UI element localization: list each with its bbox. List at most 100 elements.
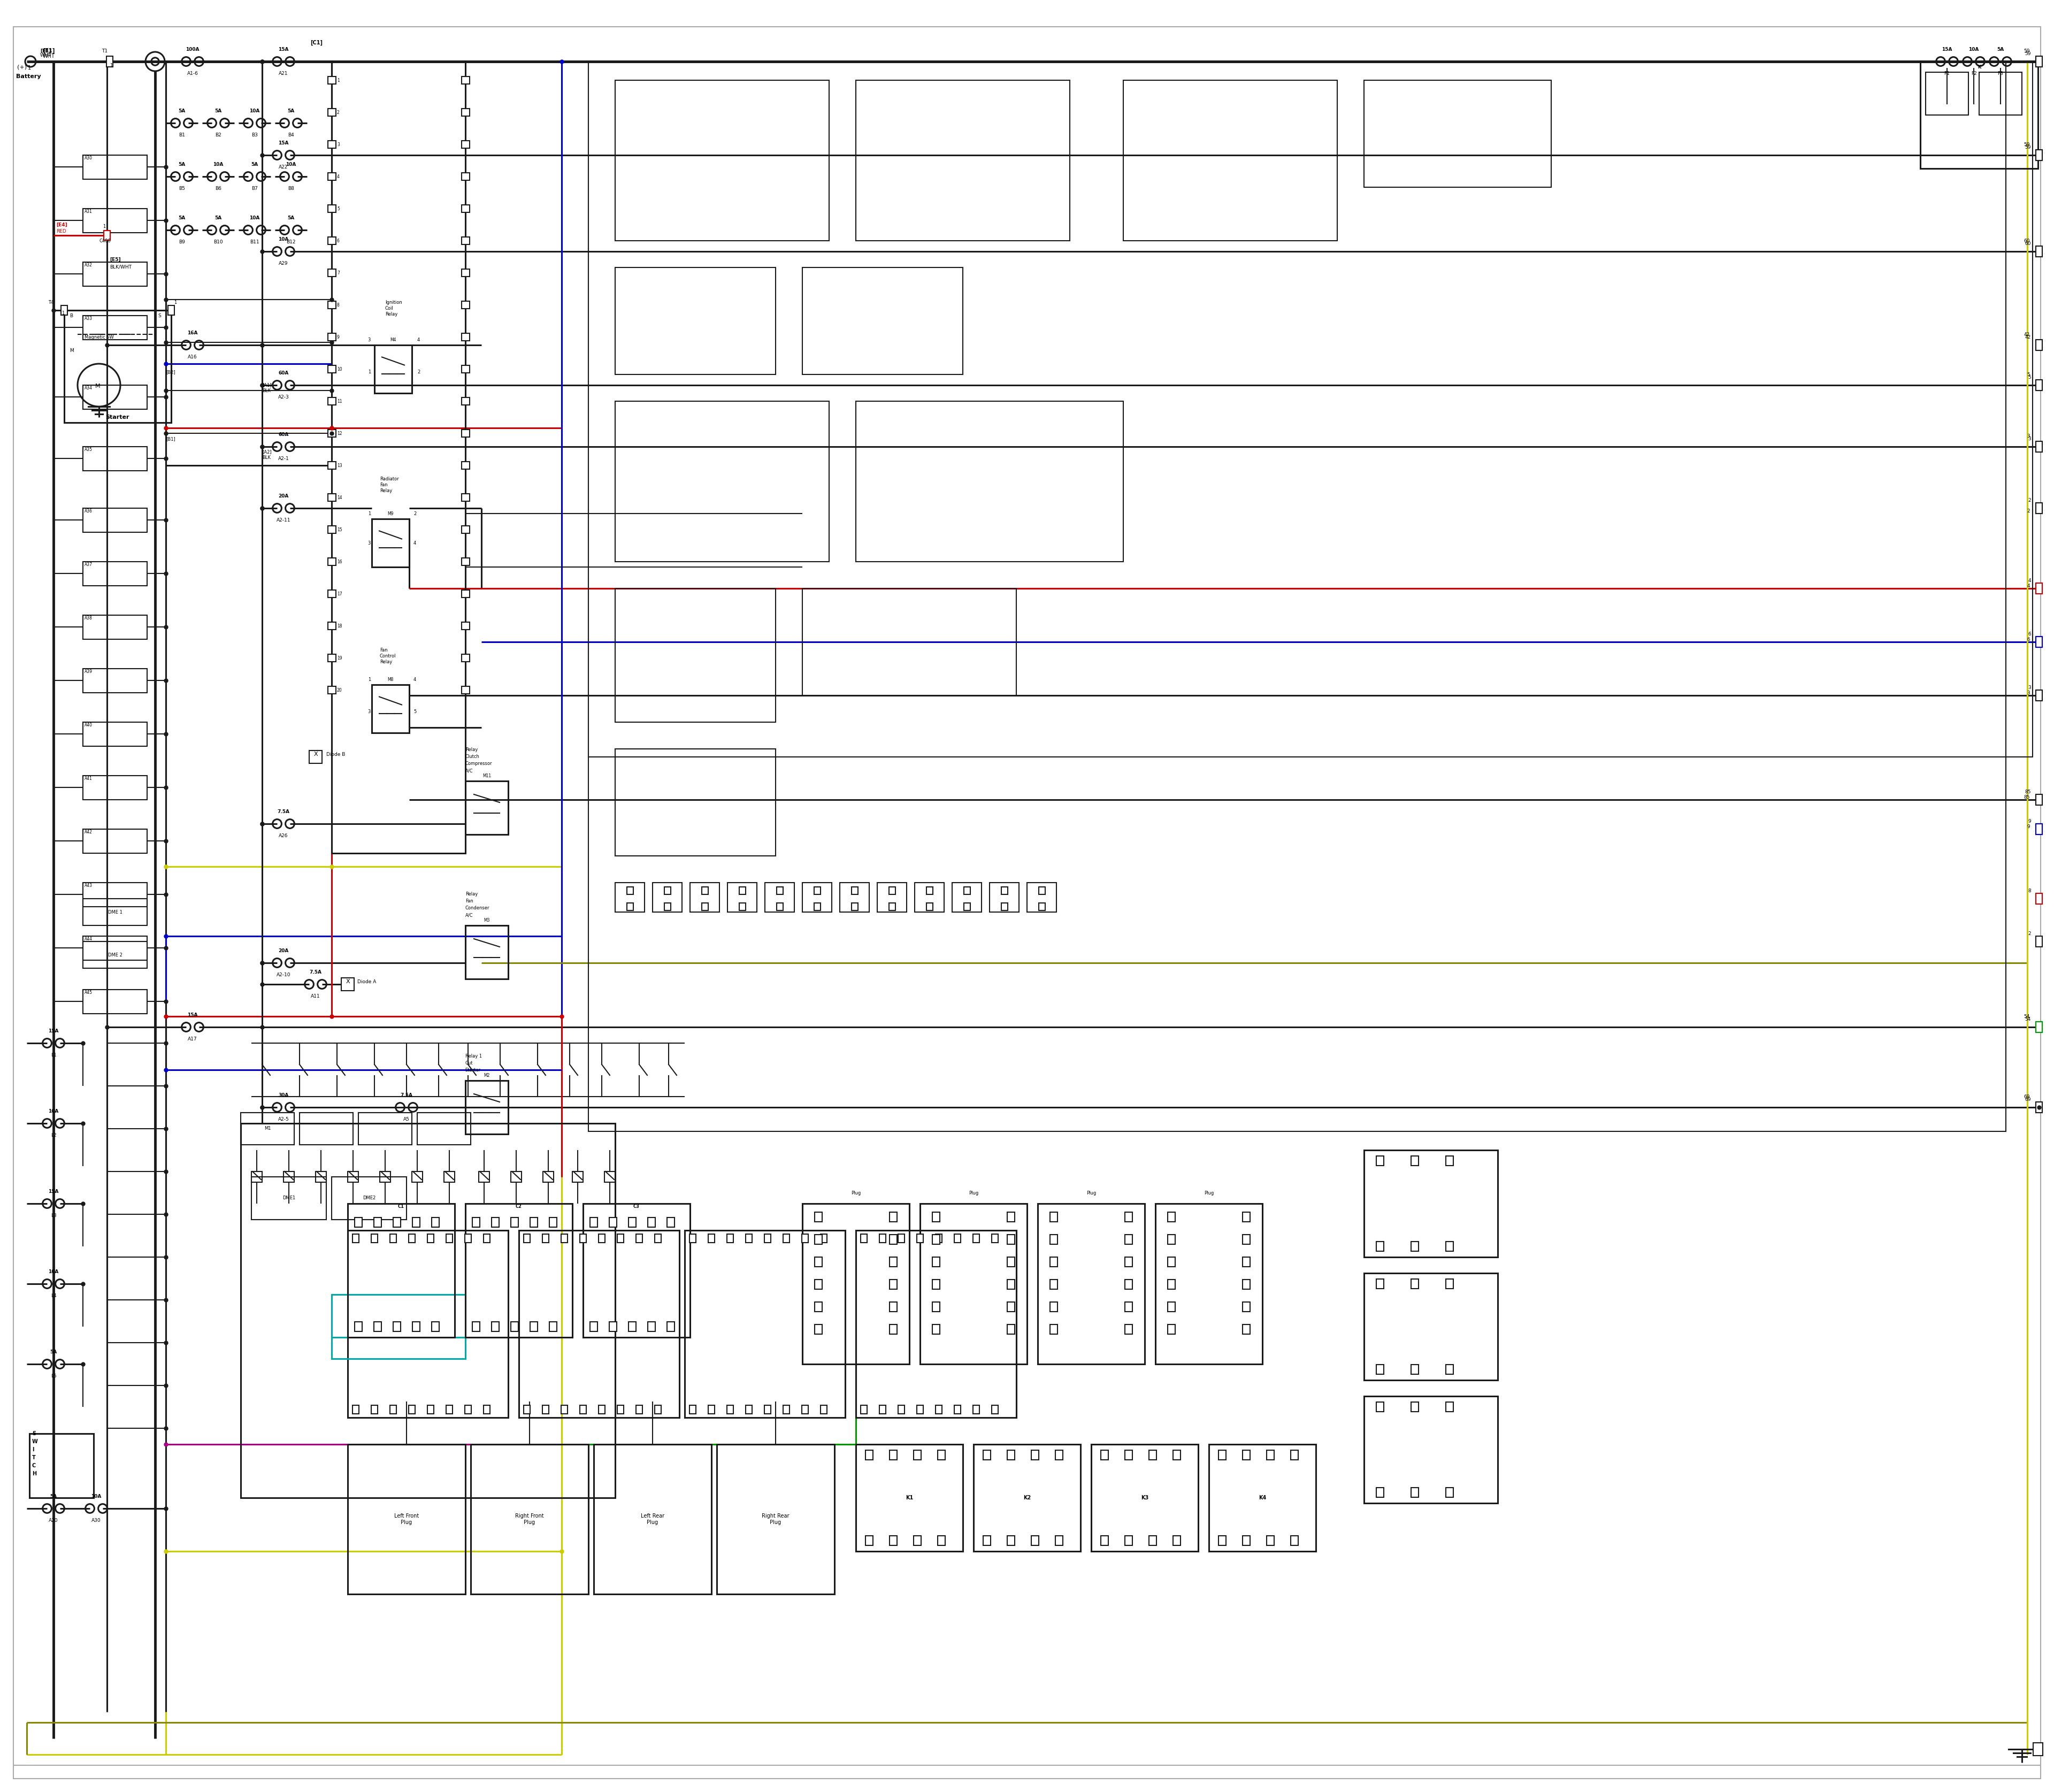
Bar xyxy=(409,1235,415,1242)
Text: 60A: 60A xyxy=(277,432,290,437)
Text: 10A: 10A xyxy=(249,109,259,113)
Bar xyxy=(926,903,933,910)
Bar xyxy=(801,1235,807,1242)
Bar xyxy=(933,1279,941,1288)
Bar xyxy=(984,1450,990,1460)
Bar xyxy=(663,887,670,894)
Text: A33: A33 xyxy=(84,315,92,321)
Bar xyxy=(390,1235,396,1242)
Bar xyxy=(1126,1450,1132,1460)
Bar xyxy=(329,622,335,629)
Text: 10A: 10A xyxy=(90,1495,101,1498)
Bar xyxy=(329,142,335,149)
Bar xyxy=(1920,61,2038,168)
Bar xyxy=(933,1324,941,1333)
Bar xyxy=(709,1405,715,1414)
Text: DME 2: DME 2 xyxy=(107,952,121,957)
Bar xyxy=(889,1450,898,1460)
Text: Coil: Coil xyxy=(386,306,394,310)
Bar xyxy=(82,156,148,179)
Bar xyxy=(2036,582,2042,593)
Text: 6: 6 xyxy=(2027,633,2031,636)
Text: B9: B9 xyxy=(179,240,185,244)
Bar xyxy=(1446,1401,1454,1412)
Bar xyxy=(889,1303,898,1312)
Text: M8: M8 xyxy=(388,677,394,683)
Bar xyxy=(1980,72,2021,115)
Bar xyxy=(329,172,335,181)
Bar xyxy=(1126,1235,1132,1244)
Text: Left Front
Plug: Left Front Plug xyxy=(394,1514,419,1525)
Text: 42: 42 xyxy=(2023,332,2029,337)
Text: 59: 59 xyxy=(2023,48,2029,54)
Text: 1: 1 xyxy=(109,63,113,68)
Text: M1: M1 xyxy=(265,1127,271,1131)
Text: 10A: 10A xyxy=(49,1269,60,1274)
Bar xyxy=(1376,1242,1384,1251)
Bar xyxy=(857,1231,1017,1417)
Bar xyxy=(1267,1536,1273,1545)
Bar xyxy=(462,333,470,340)
Text: A32: A32 xyxy=(84,263,92,267)
Bar xyxy=(2036,1102,2042,1113)
Bar xyxy=(1031,1536,1039,1545)
Text: 16A: 16A xyxy=(187,330,197,335)
Bar xyxy=(663,903,670,910)
Bar xyxy=(2036,582,2042,593)
Bar xyxy=(82,385,148,409)
Text: 15A: 15A xyxy=(277,47,290,52)
Text: Plug: Plug xyxy=(969,1190,978,1195)
Bar xyxy=(470,1444,587,1595)
Bar xyxy=(392,1217,401,1228)
Bar xyxy=(466,1081,507,1134)
Text: 15A: 15A xyxy=(187,1012,197,1018)
Text: 5: 5 xyxy=(2027,375,2031,380)
Bar xyxy=(2036,380,2042,391)
Bar xyxy=(1243,1324,1251,1333)
Bar xyxy=(347,1444,466,1595)
Bar xyxy=(935,1405,943,1414)
Text: C2: C2 xyxy=(516,1204,522,1210)
Text: 4: 4 xyxy=(413,541,417,545)
Bar xyxy=(372,1235,378,1242)
Bar xyxy=(353,1235,359,1242)
Bar xyxy=(889,903,896,910)
Bar xyxy=(329,430,335,437)
Bar xyxy=(462,77,470,84)
Bar xyxy=(374,1217,382,1228)
Text: T: T xyxy=(33,1455,35,1460)
Bar xyxy=(573,1172,583,1183)
Text: T4: T4 xyxy=(47,299,53,305)
Bar xyxy=(427,1405,433,1414)
Bar xyxy=(331,61,466,853)
Bar xyxy=(727,1235,733,1242)
Text: A43: A43 xyxy=(84,883,92,889)
Bar xyxy=(935,1235,943,1242)
Text: A22: A22 xyxy=(279,165,288,170)
Bar xyxy=(444,1172,454,1183)
Text: A21: A21 xyxy=(279,72,288,75)
Bar xyxy=(82,898,148,925)
Bar xyxy=(1411,1156,1419,1165)
Text: B10: B10 xyxy=(214,240,224,244)
Text: M: M xyxy=(70,348,74,353)
Bar xyxy=(889,887,896,894)
Text: 14: 14 xyxy=(337,495,343,500)
Text: A29: A29 xyxy=(279,262,288,265)
Bar xyxy=(783,1235,789,1242)
Bar xyxy=(939,1536,945,1545)
Bar xyxy=(82,941,148,968)
Text: [C1]: [C1] xyxy=(310,39,322,45)
Bar xyxy=(1050,1211,1058,1222)
Bar xyxy=(462,495,470,502)
Text: B5: B5 xyxy=(179,186,185,192)
Bar xyxy=(105,231,111,240)
Bar xyxy=(347,1172,357,1183)
Text: Ignition: Ignition xyxy=(386,299,403,305)
Text: 2: 2 xyxy=(417,369,419,375)
Bar xyxy=(933,1256,941,1267)
Bar xyxy=(647,1322,655,1331)
Bar xyxy=(1050,1303,1058,1312)
Bar xyxy=(466,925,507,978)
Bar xyxy=(618,1405,624,1414)
